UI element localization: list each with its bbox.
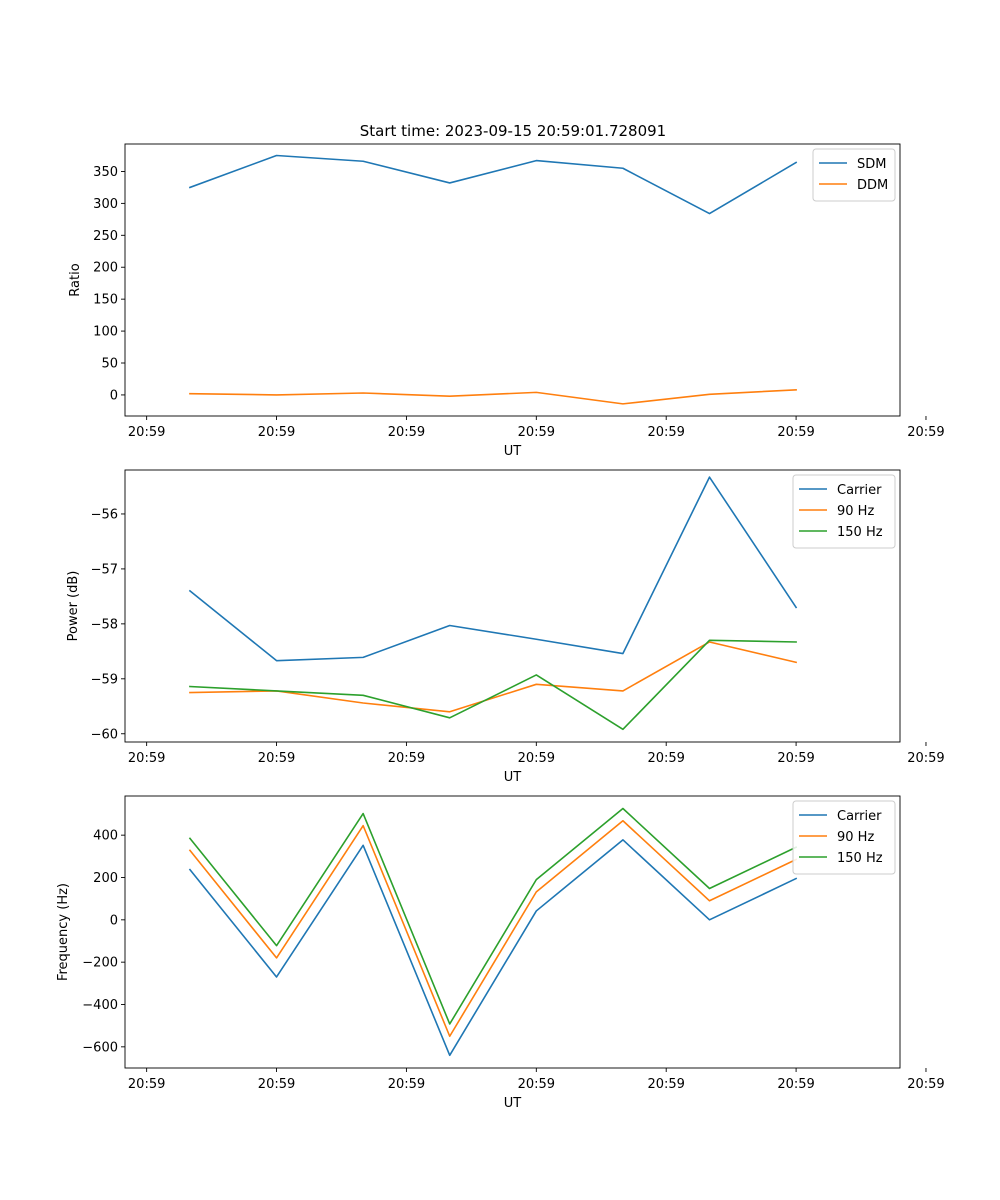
- chart-1-y-tick-label: 250: [93, 229, 118, 244]
- chart-2-x-tick-label: 20:59: [258, 751, 295, 766]
- chart-2-x-axis-label: UT: [504, 770, 522, 785]
- chart-3-series-carrier-line: [188, 839, 798, 1057]
- chart-2-y-axis-label: Power (dB): [66, 571, 81, 642]
- chart-2-y-tick-label: −60: [91, 727, 118, 742]
- chart-3-legend: Carrier 90 Hz 150 Hz: [792, 800, 896, 875]
- chart-3-y-tick-label: −200: [82, 956, 118, 971]
- chart-2-series-carrier-line: [188, 476, 798, 662]
- chart-1-y-tick-label: 0: [110, 388, 118, 403]
- chart-1-y-tick-label: 350: [93, 165, 118, 180]
- chart-1-series-sdm-line: [188, 154, 798, 215]
- chart-3-y-tick-label: 200: [93, 871, 118, 886]
- chart-1-y-tick-label: 300: [93, 197, 118, 212]
- chart-2: 20:59 20:59 20:59 20:59 20:59 20:59 20:59 −60 −5…: [66, 469, 945, 785]
- chart-1-y-tick-label: 200: [93, 261, 118, 276]
- chart-2-axes-frame: [124, 469, 901, 743]
- chart-3-x-axis-label: UT: [504, 1096, 522, 1111]
- chart-3-y-axis-label: Frequency (Hz): [56, 883, 71, 981]
- chart-1-x-tick-label: 20:59: [907, 425, 944, 440]
- chart-1-y-tick-label: 150: [93, 293, 118, 308]
- chart-3-legend-box: [792, 800, 896, 875]
- figure-title: Start time: 2023-09-15 20:59:01.728091: [360, 122, 666, 140]
- chart-2-y-tick-label: −57: [91, 562, 118, 577]
- chart-2-x-tick-label: 20:59: [907, 751, 944, 766]
- chart-3-x-tick-label: 20:59: [518, 1077, 555, 1092]
- charts-container: 20:59 20:59 20:59 20:59 20:59 20:59 20:59 0 50 10…: [56, 143, 945, 1111]
- chart-3: 20:59 20:59 20:59 20:59 20:59 20:59 20:59 −600 −…: [56, 795, 945, 1111]
- chart-1-series-ddm-line: [189, 388, 797, 405]
- chart-3-y-tick-label: −400: [82, 998, 118, 1013]
- chart-2-x-tick-label: 20:59: [128, 751, 165, 766]
- chart-1-legend: SDM DDM: [812, 148, 896, 202]
- chart-3-y-tick-label: −600: [82, 1040, 118, 1055]
- chart-2-x-tick-label: 20:59: [518, 751, 555, 766]
- chart-1-x-tick-label: 20:59: [388, 425, 425, 440]
- chart-3-x-tick-label: 20:59: [388, 1077, 425, 1092]
- chart-2-legend-box: [792, 474, 896, 549]
- chart-3-y-tick-label: 400: [93, 829, 118, 844]
- chart-3-x-tick-label: 20:59: [258, 1077, 295, 1092]
- chart-2-y-tick-label: −56: [91, 507, 118, 522]
- chart-3-x-tick-label: 20:59: [647, 1077, 684, 1092]
- chart-3-series-150-hz-line: [188, 807, 798, 1025]
- chart-3-x-tick-label: 20:59: [128, 1077, 165, 1092]
- chart-3-y-tick-label: 0: [110, 913, 118, 928]
- chart-1-legend-label-ddm: DDM: [857, 178, 888, 193]
- chart-1-x-axis-label: UT: [504, 444, 522, 459]
- chart-1-y-tick-label: 50: [101, 357, 118, 372]
- chart-3-legend-label-90-hz: 90 Hz: [837, 830, 874, 845]
- chart-1-x-tick-label: 20:59: [128, 425, 165, 440]
- chart-1-y-tick-label: 100: [93, 325, 118, 340]
- chart-3-axes-frame: [124, 795, 901, 1069]
- chart-2-legend: Carrier 90 Hz 150 Hz: [792, 474, 896, 549]
- chart-2-x-tick-label: 20:59: [388, 751, 425, 766]
- chart-3-series-90-hz-line: [188, 819, 798, 1038]
- chart-2-x-tick-label: 20:59: [777, 751, 814, 766]
- chart-2-series-150-hz-line: [189, 639, 797, 731]
- chart-1-x-tick-label: 20:59: [258, 425, 295, 440]
- chart-2-legend-label-150-hz: 150 Hz: [837, 525, 883, 540]
- chart-2-legend-label-carrier: Carrier: [837, 483, 882, 498]
- chart-1-legend-box: [812, 148, 896, 202]
- chart-2-y-tick-label: −59: [91, 672, 118, 687]
- chart-1-y-axis-label: Ratio: [68, 263, 83, 296]
- chart-1: 20:59 20:59 20:59 20:59 20:59 20:59 20:59 0 50 10…: [68, 143, 945, 459]
- chart-3-x-tick-label: 20:59: [907, 1077, 944, 1092]
- chart-2-legend-label-90-hz: 90 Hz: [837, 504, 874, 519]
- chart-1-axes-frame: [124, 143, 901, 417]
- chart-1-x-tick-label: 20:59: [647, 425, 684, 440]
- chart-2-series-90-hz-line: [189, 641, 798, 713]
- chart-1-x-tick-label: 20:59: [777, 425, 814, 440]
- chart-1-legend-label-sdm: SDM: [857, 157, 886, 172]
- chart-2-y-tick-label: −58: [91, 617, 118, 632]
- chart-2-x-tick-label: 20:59: [647, 751, 684, 766]
- chart-1-x-tick-label: 20:59: [518, 425, 555, 440]
- chart-3-legend-label-150-hz: 150 Hz: [837, 851, 883, 866]
- chart-3-x-tick-label: 20:59: [777, 1077, 814, 1092]
- chart-3-legend-label-carrier: Carrier: [837, 809, 882, 824]
